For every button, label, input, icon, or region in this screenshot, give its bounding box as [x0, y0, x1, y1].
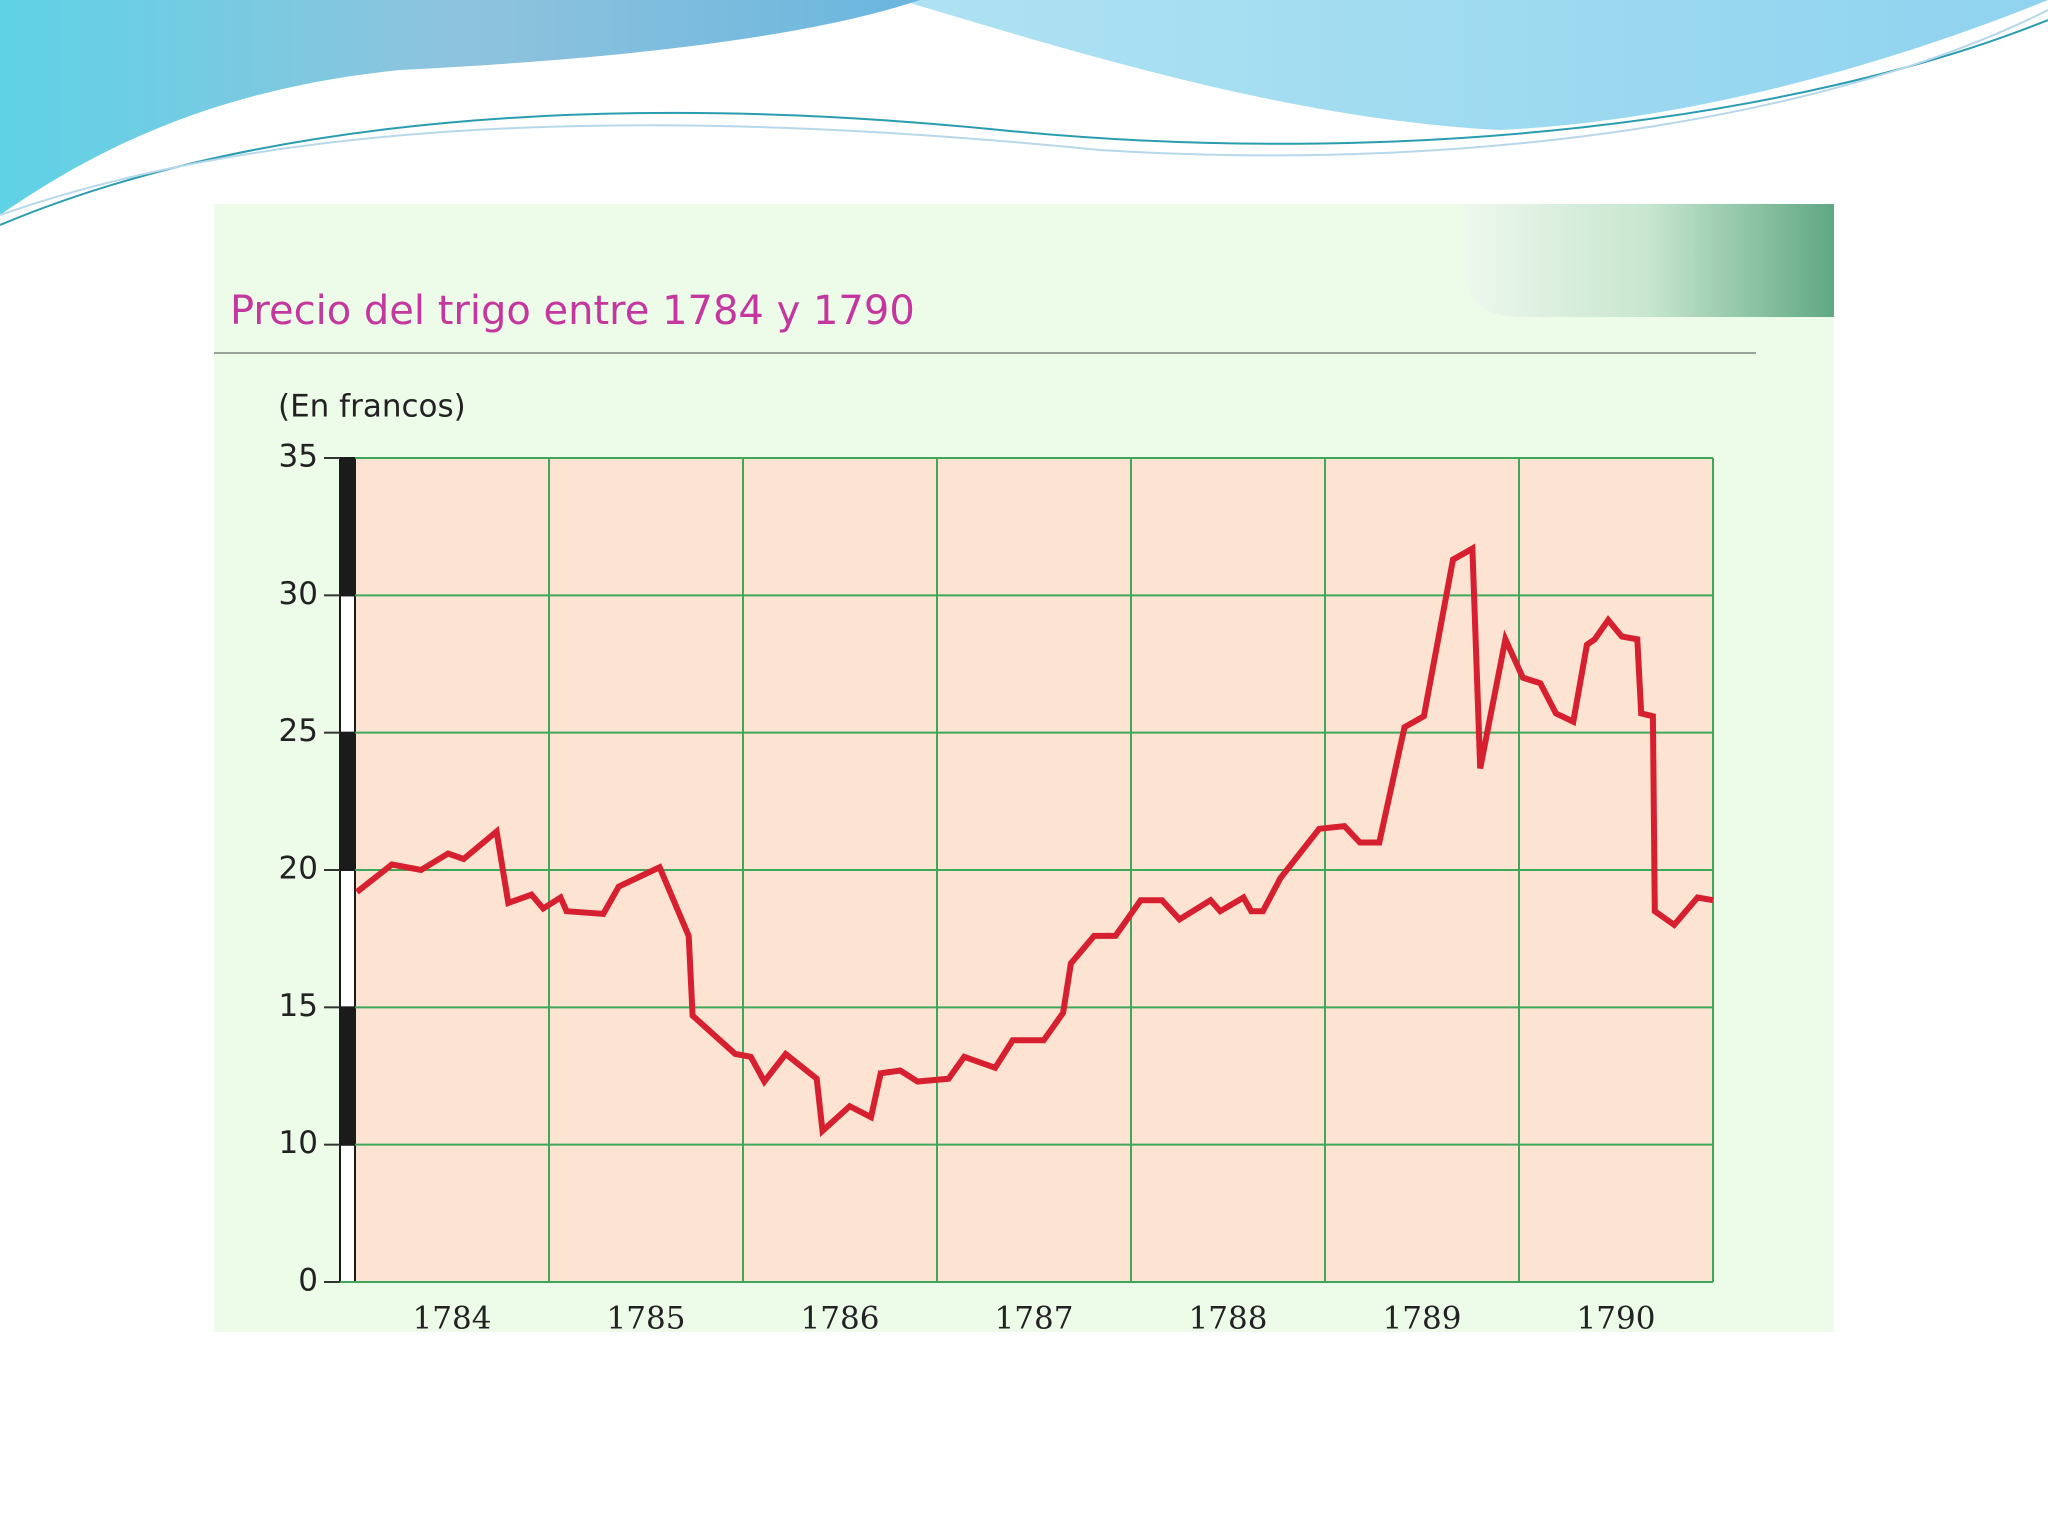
y-tick-label: 15 — [279, 988, 318, 1024]
header-wave — [0, 0, 920, 215]
x-tick-label: 1787 — [995, 1301, 1074, 1337]
axis-bar-segment — [339, 1143, 356, 1283]
header-curve — [0, 9, 2048, 216]
x-tick-label: 1789 — [1383, 1301, 1462, 1337]
price-line — [355, 543, 1714, 1138]
corner-decoration — [1463, 204, 1834, 317]
axis-bar-segment — [339, 731, 356, 872]
y-tick-label: 20 — [279, 851, 318, 887]
y-tick-label: 35 — [279, 439, 318, 475]
header-wave — [0, 0, 2048, 130]
header-curve — [0, 19, 2048, 226]
y-tick-label: 25 — [279, 713, 318, 749]
x-tick-label: 1786 — [801, 1301, 880, 1337]
chart-title: Precio del trigo entre 1784 y 1790 — [230, 288, 915, 334]
x-tick-label: 1784 — [413, 1301, 492, 1337]
axis-bar-segment — [339, 1006, 356, 1146]
y-tick-label: 30 — [279, 576, 318, 612]
y-tick-label: 10 — [279, 1125, 318, 1161]
x-tick-label: 1788 — [1189, 1301, 1268, 1337]
x-tick-label: 1785 — [607, 1301, 686, 1337]
axis-bar-segment — [339, 869, 356, 1009]
axis-bar-segment — [339, 457, 356, 597]
y-axis-label: (En francos) — [278, 389, 466, 425]
y-break-label: 0 — [298, 1263, 318, 1299]
x-tick-label: 1790 — [1577, 1301, 1656, 1337]
axis-bar-segment — [339, 594, 356, 734]
